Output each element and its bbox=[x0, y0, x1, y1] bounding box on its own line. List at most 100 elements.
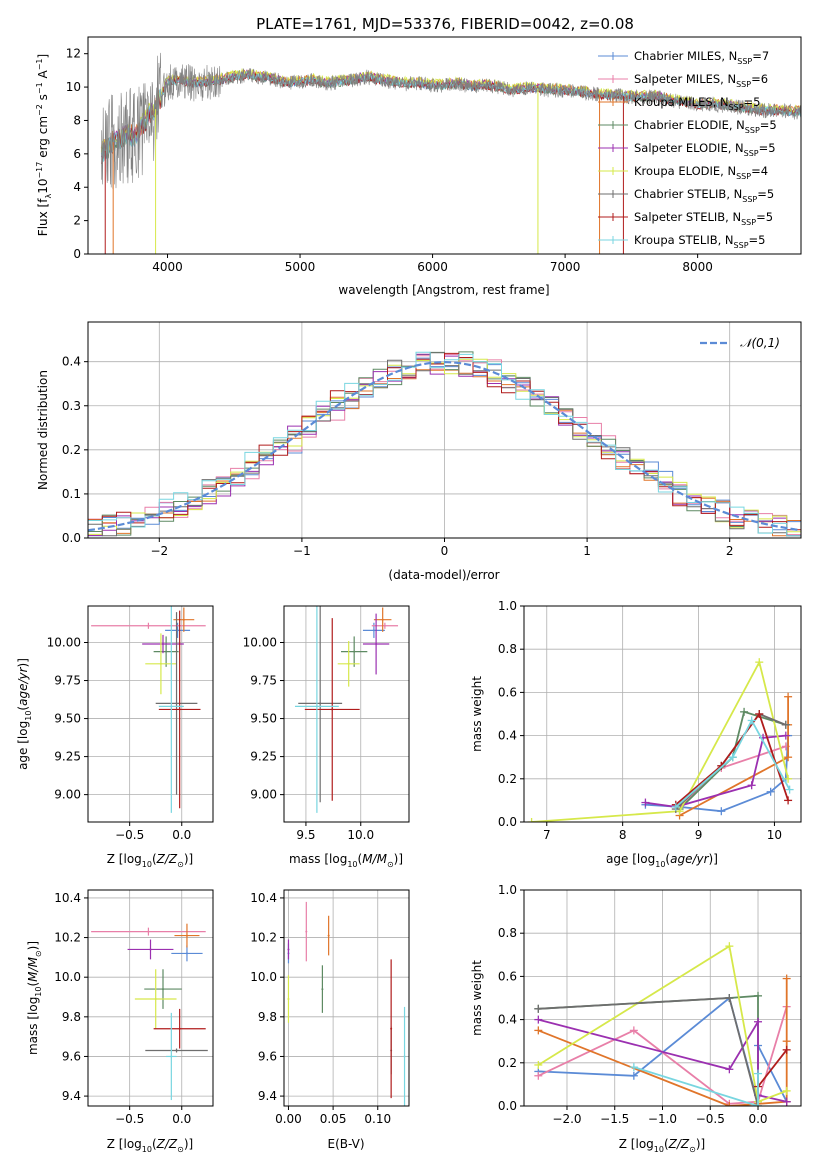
data-point bbox=[178, 708, 181, 711]
y-tick-label: 0.1 bbox=[62, 487, 81, 501]
data-point bbox=[185, 952, 188, 955]
y-axis-label: age [log10(age/yr)] bbox=[16, 658, 33, 770]
x-axis-label: Z [log10(Z/Z⊙)] bbox=[107, 852, 193, 869]
x-tick-label: 10 bbox=[767, 828, 782, 842]
data-point bbox=[305, 930, 308, 933]
data-point bbox=[287, 997, 290, 1000]
x-tick-label: 0.05 bbox=[320, 1112, 347, 1126]
y-axis-label: mass weight bbox=[470, 676, 484, 752]
x-tick-label: −1 bbox=[293, 544, 311, 558]
x-tick-label: 7 bbox=[543, 828, 551, 842]
data-point bbox=[331, 708, 334, 711]
x-axis-label: E(B-V) bbox=[327, 1137, 364, 1151]
y-tick-label: 2 bbox=[73, 214, 81, 228]
histogram-chabrier-stelib bbox=[88, 352, 801, 537]
y-tick-label: 9.75 bbox=[250, 674, 277, 688]
spectrum-chart: 4000 5000 6000 7000 8000 0 2 4 6 8 10 12 Chabrier MI… bbox=[35, 36, 802, 297]
y-tick-label: 10.00 bbox=[243, 636, 277, 650]
y-tick-label: 0.4 bbox=[62, 355, 81, 369]
y-tick-label: 0.0 bbox=[498, 1099, 517, 1113]
figure-title: PLATE=1761, MJD=53376, FIBERID=0042, z=0… bbox=[256, 15, 634, 33]
x-tick-label: 8 bbox=[619, 828, 627, 842]
series-line bbox=[537, 944, 788, 1103]
data-point bbox=[178, 1027, 181, 1030]
x-tick-label: 0.0 bbox=[172, 1112, 191, 1126]
y-axis-label: Flux [fλ10−17 erg cm−2 s−1 A−1] bbox=[35, 54, 53, 236]
y-tick-label: 9.00 bbox=[250, 788, 277, 802]
x-axis-label: wavelength [Angstrom, rest frame] bbox=[338, 283, 549, 297]
legend-entry: Salpeter MILES, NSSP=6 bbox=[634, 72, 768, 89]
plot-area bbox=[284, 890, 409, 1106]
data-point bbox=[327, 934, 330, 937]
x-tick-label: 6000 bbox=[417, 260, 448, 274]
axes-frame bbox=[87, 889, 214, 1107]
y-tick-label: 9.00 bbox=[54, 788, 81, 802]
x-tick-label: 1 bbox=[583, 544, 591, 558]
y-tick-label: 9.75 bbox=[54, 674, 81, 688]
y-axis-label: mass [log10(M/M⊙)] bbox=[26, 941, 43, 1055]
x-tick-label: 0.0 bbox=[172, 828, 191, 842]
y-tick-label: 9.4 bbox=[62, 1089, 81, 1103]
plot-area bbox=[524, 606, 801, 822]
data-point bbox=[154, 997, 157, 1000]
y-tick-label: 9.8 bbox=[258, 1010, 277, 1024]
data-point bbox=[147, 624, 150, 627]
y-tick-label: 0.4 bbox=[498, 729, 517, 743]
data-point bbox=[182, 618, 185, 621]
axes-frame bbox=[523, 605, 802, 823]
axes-frame bbox=[87, 321, 802, 539]
y-tick-label: 10 bbox=[66, 80, 81, 94]
data-point bbox=[170, 705, 173, 708]
data-point bbox=[149, 948, 152, 951]
series-line bbox=[675, 712, 789, 806]
x-tick-label: 4000 bbox=[152, 260, 183, 274]
y-axis-label: mass weight bbox=[470, 960, 484, 1036]
y-axis-label: Normed distribution bbox=[36, 370, 50, 490]
plot-content bbox=[527, 658, 794, 822]
plot-area bbox=[88, 890, 213, 1106]
y-tick-label: 0 bbox=[73, 247, 81, 261]
legend-entry: Kroupa MILES, NSSP=5 bbox=[634, 95, 760, 112]
x-tick-label: 9 bbox=[695, 828, 703, 842]
data-point bbox=[353, 650, 356, 653]
plot-content bbox=[100, 52, 801, 254]
x-tick-label: −0.5 bbox=[115, 1112, 144, 1126]
plot-content bbox=[287, 901, 406, 1106]
axes-frame bbox=[87, 605, 214, 823]
data-point bbox=[185, 934, 188, 937]
y-tick-label: 9.4 bbox=[258, 1089, 277, 1103]
y-tick-label: 10.2 bbox=[250, 931, 277, 945]
data-point bbox=[319, 702, 322, 705]
y-tick-label: 8 bbox=[73, 113, 81, 127]
residuals-chart: −2 −1 0 1 2 0.0 0.1 0.2 0.3 0.4 𝒩(0,1) (data-model)… bbox=[36, 321, 802, 582]
data-point bbox=[165, 650, 168, 653]
x-tick-label: −2.0 bbox=[552, 1112, 581, 1126]
legend-entry: Chabrier STELIB, NSSP=5 bbox=[634, 187, 774, 204]
y-tick-label: 9.25 bbox=[54, 750, 81, 764]
plot-area bbox=[88, 606, 213, 822]
y-tick-label: 0.0 bbox=[498, 815, 517, 829]
x-tick-label: −1.0 bbox=[648, 1112, 677, 1126]
data-point bbox=[170, 1055, 173, 1058]
y-tick-label: 0.0 bbox=[62, 531, 81, 545]
series-line bbox=[633, 1066, 759, 1106]
y-tick-label: 9.25 bbox=[250, 750, 277, 764]
age_vs_mass-chart: 9.5 10.0 9.00 9.25 9.50 9.75 10.00 mass [log10(… bbox=[243, 605, 410, 869]
y-tick-label: 9.6 bbox=[62, 1049, 81, 1063]
legend-entry: Kroupa STELIB, NSSP=5 bbox=[634, 233, 765, 250]
data-point bbox=[375, 643, 378, 646]
axes-frame bbox=[283, 889, 410, 1107]
axes-frame bbox=[523, 889, 802, 1107]
y-tick-label: 0.8 bbox=[498, 926, 517, 940]
plot-content bbox=[91, 923, 208, 1101]
x-axis-label: (data-model)/error bbox=[388, 568, 499, 582]
y-tick-label: 10.00 bbox=[47, 636, 81, 650]
y-tick-label: 10.4 bbox=[250, 891, 277, 905]
data-point bbox=[383, 624, 386, 627]
y-tick-label: 4 bbox=[73, 180, 81, 194]
age_vs_z-chart: −0.5 0.0 9.00 9.25 9.50 9.75 10.00 Z [log10(Z/Z… bbox=[16, 605, 214, 869]
series-line bbox=[757, 1049, 788, 1088]
series-line bbox=[679, 696, 789, 817]
plot-content bbox=[88, 351, 801, 537]
x-tick-label: 5000 bbox=[285, 260, 316, 274]
